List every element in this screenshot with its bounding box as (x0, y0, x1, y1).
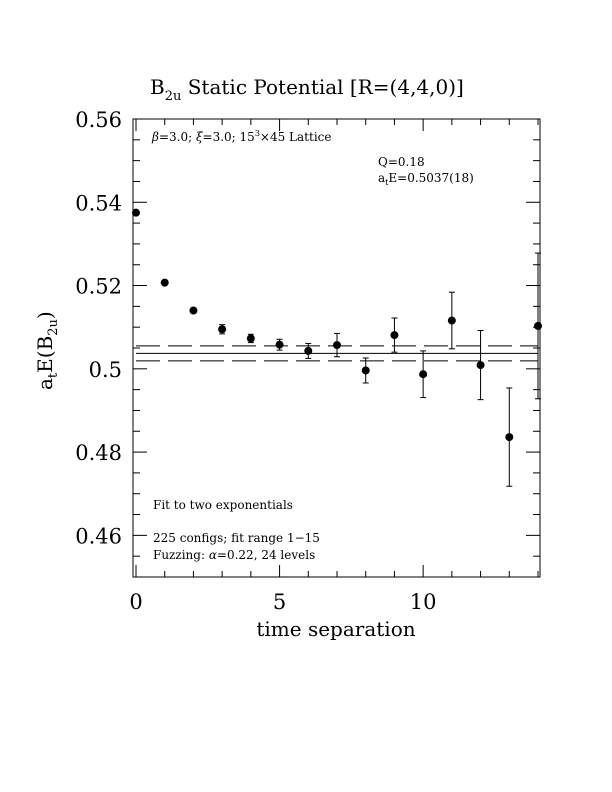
y-tick-label: 0.52 (75, 275, 122, 299)
y-tick-label: 0.54 (75, 191, 122, 215)
data-point (246, 334, 255, 343)
data-point (333, 341, 341, 350)
x-tick-label: 5 (273, 590, 286, 614)
configs-annotation: 225 configs; fit range 1−15 (153, 531, 320, 545)
y-tick-label: 0.56 (75, 108, 122, 132)
x-tick-label: 10 (410, 590, 437, 614)
data-point (534, 321, 542, 330)
data-points (132, 208, 542, 487)
fit-result-annotation: atE=0.5037(18) (378, 171, 474, 187)
data-point (447, 316, 456, 325)
data-point (275, 340, 284, 349)
data-point (419, 370, 428, 379)
tick-labels: 0 5 10 0.46 0.48 0.5 0.52 0.54 0.56 (75, 108, 436, 614)
x-tick-label: 0 (129, 590, 142, 614)
y-tick-label: 0.5 (89, 358, 122, 382)
y-tick-label: 0.48 (75, 441, 122, 465)
data-point (476, 361, 485, 370)
data-point (218, 325, 227, 334)
data-point (505, 433, 514, 442)
tick-marks (133, 118, 540, 578)
chart-title: B2u Static Potential [R=(4,4,0)] (150, 75, 464, 104)
data-point (132, 208, 140, 217)
data-point (304, 346, 313, 355)
q-annotation: Q=0.18 (378, 155, 425, 169)
y-axis-title: atE(B2u) (33, 311, 61, 390)
fuzzing-annotation: Fuzzing: α=0.22, 24 levels (153, 548, 315, 562)
data-point (189, 306, 198, 315)
lattice-annotation: β=3.0; ξ=3.0; 153×45 Lattice (151, 129, 331, 144)
data-point (390, 331, 399, 340)
data-point (160, 278, 169, 287)
x-axis-title: time separation (256, 617, 415, 641)
data-point (361, 366, 370, 375)
fit-method-annotation: Fit to two exponentials (153, 498, 293, 512)
y-tick-label: 0.46 (75, 524, 122, 548)
